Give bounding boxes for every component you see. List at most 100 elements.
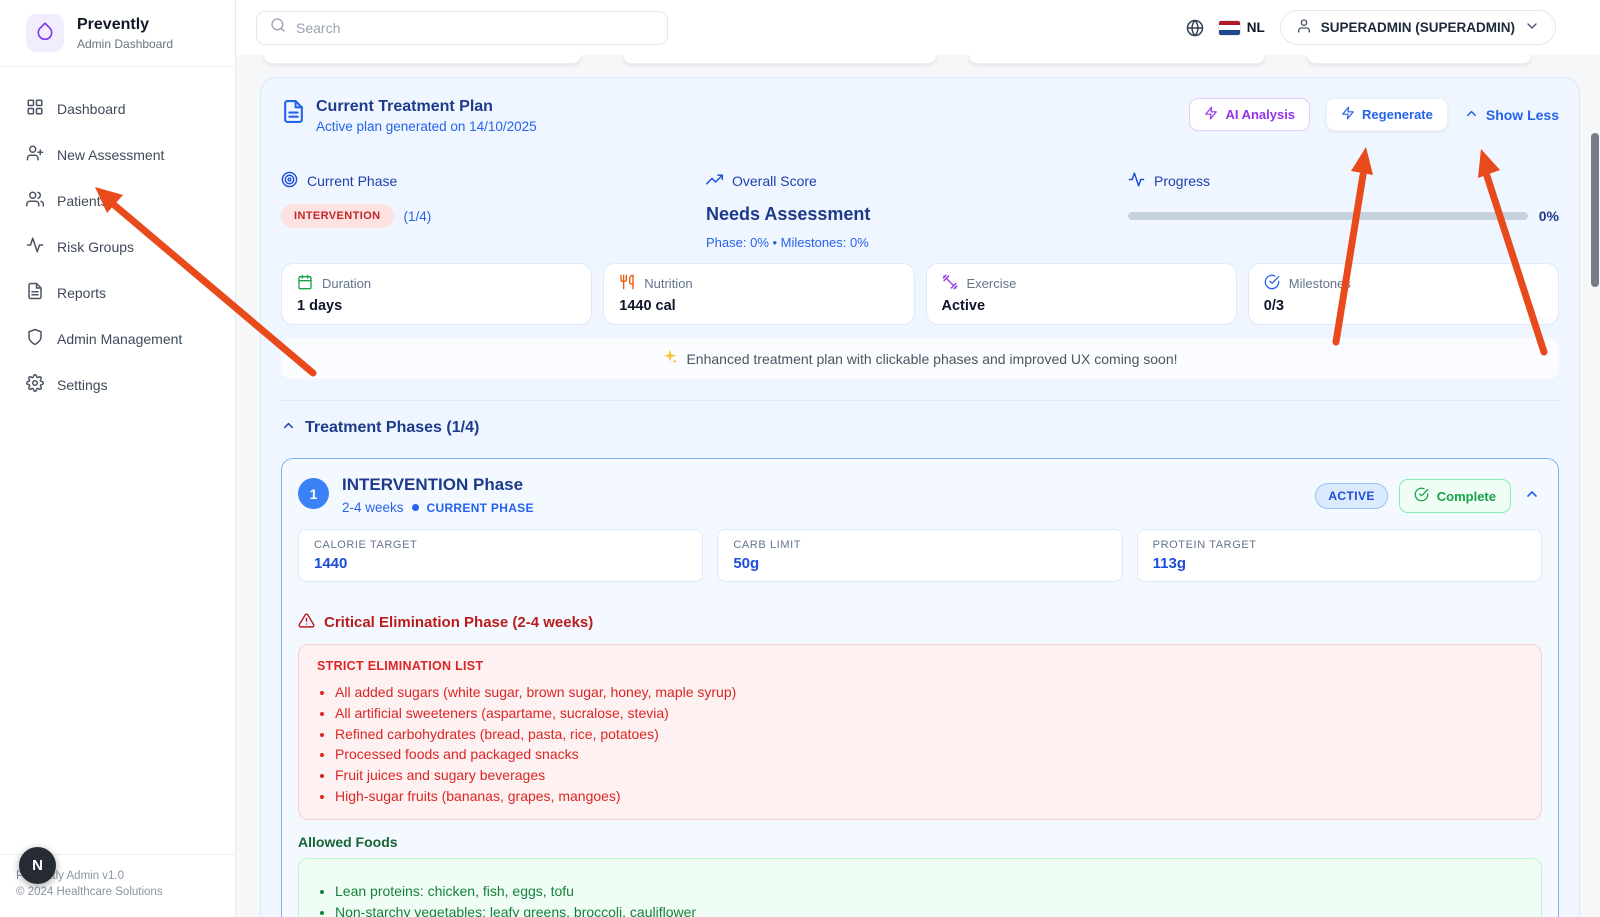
- brand-header: Prevently Admin Dashboard: [0, 0, 235, 67]
- file-text-icon: [26, 282, 44, 303]
- sidebar-item-new-assessment[interactable]: New Assessment: [12, 135, 223, 174]
- search-icon: [270, 17, 286, 38]
- target-icon: [281, 171, 298, 191]
- nl-flag-icon: [1218, 20, 1240, 35]
- notice-text: Enhanced treatment plan with clickable p…: [686, 350, 1178, 367]
- current-phase-tag: CURRENT PHASE: [426, 500, 534, 515]
- content-area: Current Treatment Plan Active plan gener…: [236, 55, 1600, 917]
- search-input[interactable]: [296, 19, 654, 36]
- plan-title: Current Treatment Plan: [316, 98, 493, 115]
- allowed-foods-list: Lean proteins: chicken, fish, eggs, tofu…: [335, 881, 1523, 917]
- scrolled-card-remnant: [1306, 55, 1532, 64]
- list-item: Fruit juices and sugary beverages: [335, 765, 1523, 786]
- brand-name: Prevently: [77, 16, 150, 34]
- scrolled-card-remnant: [968, 55, 1266, 64]
- sidebar-item-label: Admin Management: [57, 330, 183, 347]
- trending-up-icon: [706, 171, 723, 191]
- stat-value: 0/3: [1263, 298, 1284, 314]
- file-text-icon: [281, 99, 306, 129]
- stat-label: Milestones: [1288, 276, 1351, 291]
- sidebar-item-reports[interactable]: Reports: [12, 273, 223, 312]
- stat-value: 1 days: [297, 298, 343, 314]
- stat-card-duration: Duration 1 days: [281, 263, 593, 325]
- list-item: All artificial sweeteners (aspartame, su…: [335, 703, 1523, 724]
- allowed-foods-box: Lean proteins: chicken, fish, eggs, tofu…: [298, 857, 1542, 917]
- target-label: CALORIE TARGET: [314, 539, 418, 551]
- search-box[interactable]: [256, 10, 668, 45]
- current-phase-block: Current Phase INTERVENTION (1/4): [281, 171, 706, 250]
- brand-logo: [26, 14, 64, 52]
- ai-analysis-button[interactable]: AI Analysis: [1189, 98, 1311, 131]
- stat-value: 1440 cal: [619, 298, 676, 314]
- overall-score-value: Needs Assessment: [706, 204, 871, 224]
- stat-label: Duration: [322, 276, 372, 291]
- progress-percent: 0%: [1538, 208, 1559, 224]
- target-card-carb: CARB LIMIT 50g: [717, 529, 1123, 582]
- stat-card-milestones: Milestones 0/3: [1247, 263, 1559, 325]
- progress-bar: [1128, 212, 1528, 220]
- language-selector[interactable]: NL: [1218, 20, 1265, 35]
- copyright: © 2024 Healthcare Solutions: [16, 886, 163, 899]
- phase-badge: INTERVENTION: [281, 204, 394, 228]
- dev-overlay-badge[interactable]: N: [19, 847, 56, 884]
- user-menu[interactable]: SUPERADMIN (SUPERADMIN): [1279, 10, 1556, 45]
- current-phase-dot: [411, 504, 419, 511]
- active-badge: ACTIVE: [1315, 483, 1388, 509]
- regenerate-button[interactable]: Regenerate: [1326, 98, 1448, 131]
- chevron-up-icon: [1464, 106, 1479, 124]
- check-circle-icon: [1414, 487, 1429, 505]
- elimination-list-box: STRICT ELIMINATION LIST All added sugars…: [298, 644, 1542, 820]
- list-item: Non-starchy vegetables: leafy greens, br…: [335, 902, 1523, 917]
- sidebar-item-label: Settings: [57, 376, 108, 393]
- phases-header-label: Treatment Phases (1/4): [305, 419, 480, 436]
- globe-icon[interactable]: [1186, 19, 1204, 37]
- chevron-down-icon: [1524, 18, 1540, 37]
- sidebar-item-settings[interactable]: Settings: [12, 365, 223, 404]
- list-item: Lean proteins: chicken, fish, eggs, tofu: [335, 881, 1523, 902]
- language-code: NL: [1246, 20, 1265, 35]
- user-icon: [1296, 18, 1312, 37]
- collapse-phase-button[interactable]: [1522, 484, 1542, 509]
- target-card-protein: PROTEIN TARGET 113g: [1136, 529, 1542, 582]
- droplet-icon: [35, 21, 55, 46]
- phase-header: 1 INTERVENTION Phase 2-4 weeks CURRENT P…: [298, 475, 1542, 515]
- sidebar-item-label: Risk Groups: [57, 238, 135, 255]
- check-circle-icon: [1264, 274, 1280, 293]
- sparkles-icon: [662, 349, 678, 368]
- shield-icon: [26, 328, 44, 349]
- coming-soon-notice: Enhanced treatment plan with clickable p…: [281, 338, 1559, 379]
- plan-overview: Current Phase INTERVENTION (1/4) Overall…: [281, 171, 1559, 250]
- activity-icon: [1128, 171, 1145, 191]
- alert-triangle-icon: [298, 612, 315, 633]
- chevron-up-icon: [281, 418, 296, 438]
- scrolled-card-remnant: [622, 55, 937, 64]
- phase-counter: (1/4): [403, 208, 432, 224]
- target-value: 50g: [733, 555, 760, 572]
- calendar-icon: [297, 274, 313, 293]
- current-phase-label: Current Phase: [307, 173, 398, 189]
- phase-title: INTERVENTION Phase: [342, 475, 524, 494]
- elimination-list-title: STRICT ELIMINATION LIST: [317, 659, 484, 673]
- show-less-button[interactable]: Show Less: [1464, 106, 1559, 124]
- sidebar-item-patients[interactable]: Patients: [12, 181, 223, 220]
- sidebar-item-risk-groups[interactable]: Risk Groups: [12, 227, 223, 266]
- chevron-up-icon: [1524, 486, 1540, 507]
- complete-button[interactable]: Complete: [1398, 479, 1511, 513]
- sidebar-item-label: Reports: [57, 284, 107, 301]
- complete-label: Complete: [1436, 488, 1496, 504]
- sidebar-item-label: Patients: [57, 192, 108, 209]
- overall-score-block: Overall Score Needs Assessment Phase: 0%…: [706, 171, 1128, 250]
- sidebar-item-admin-management[interactable]: Admin Management: [12, 319, 223, 358]
- sidebar-nav: Dashboard New Assessment Patients Risk G…: [0, 67, 235, 854]
- target-label: CARB LIMIT: [733, 539, 802, 551]
- progress-block: Progress 0%: [1128, 171, 1559, 250]
- target-card-calorie: CALORIE TARGET 1440: [298, 529, 704, 582]
- scrolled-card-remnant: [263, 55, 582, 64]
- phase-card-intervention: 1 INTERVENTION Phase 2-4 weeks CURRENT P…: [281, 458, 1559, 917]
- stat-card-nutrition: Nutrition 1440 cal: [603, 263, 915, 325]
- sidebar-item-dashboard[interactable]: Dashboard: [12, 89, 223, 128]
- user-name: SUPERADMIN (SUPERADMIN): [1320, 20, 1515, 35]
- scrollbar-thumb[interactable]: [1591, 133, 1599, 287]
- treatment-phases-toggle[interactable]: Treatment Phases (1/4): [281, 418, 1559, 438]
